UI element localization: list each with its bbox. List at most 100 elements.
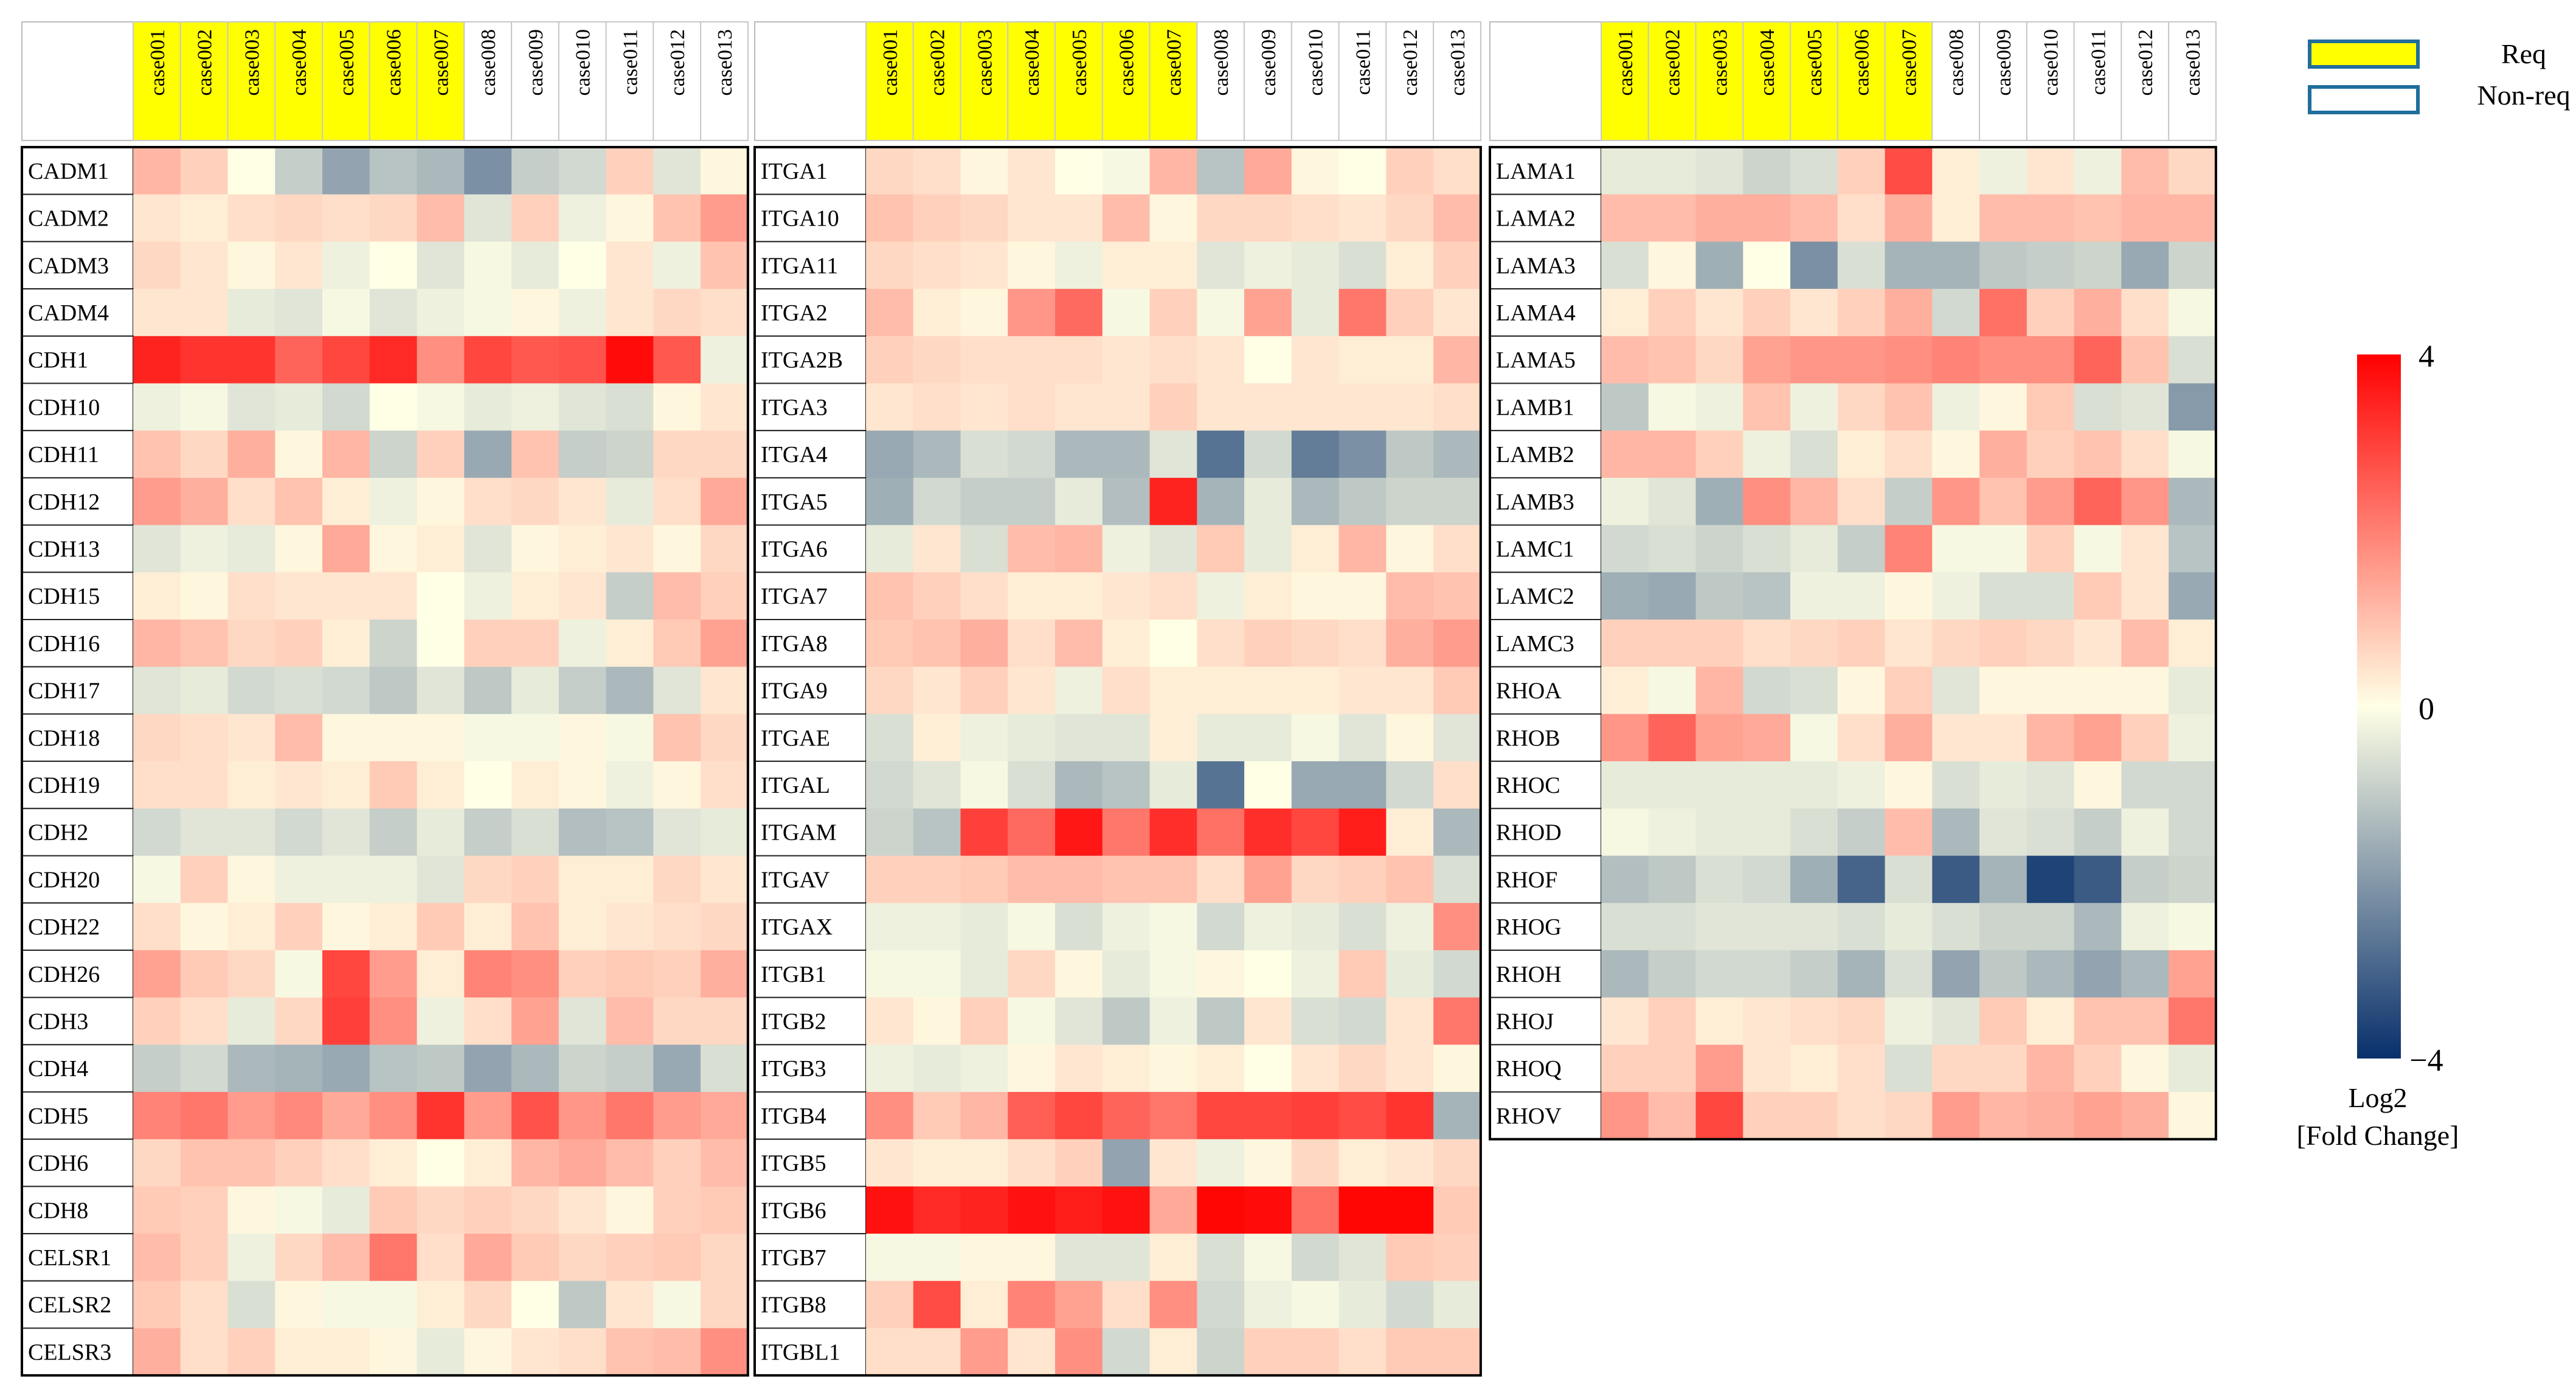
heatmap-cell-CELSR3-case001: [133, 1328, 181, 1376]
heatmap-cell-ITGB5-case003: [960, 1139, 1008, 1187]
heatmap-cell-CDH3-case001: [133, 997, 181, 1045]
heatmap-cell-ITGA5-case011: [1338, 477, 1387, 526]
heatmap-cell-LAMC1-case010: [2026, 525, 2075, 573]
heatmap-cell-ITGBL1-case012: [1386, 1328, 1434, 1376]
heatmap-cell-ITGA6-case007: [1149, 525, 1197, 573]
row-label-CDH16: CDH16: [28, 631, 100, 657]
row-label-CDH2: CDH2: [28, 820, 88, 846]
heatmap-cell-ITGAV-case001: [866, 855, 914, 903]
heatmap-cell-ITGA4-case010: [1291, 430, 1340, 478]
heatmap-cell-ITGBL1-case007: [1149, 1328, 1197, 1376]
heatmap-cell-LAMA5-case004: [1743, 336, 1791, 384]
heatmap-cell-ITGA1-case011: [1338, 147, 1387, 195]
heatmap-cell-ITGAL-case011: [1338, 761, 1387, 809]
heatmap-cell-CDH22-case010: [558, 903, 607, 951]
heatmap-cell-ITGB6-case005: [1055, 1186, 1103, 1234]
heatmap-cell-ITGB2-case006: [1102, 997, 1151, 1045]
column-header-cell: [274, 21, 324, 141]
row-label-LAMB1: LAMB1: [1496, 395, 1574, 420]
heatmap-cell-CDH15-case011: [606, 572, 654, 620]
heatmap-cell-ITGB7-case009: [1244, 1234, 1292, 1282]
heatmap-cell-ITGB3-case001: [866, 1045, 914, 1093]
heatmap-cell-CDH18-case006: [369, 714, 418, 762]
heatmap-cell-ITGA1-case002: [913, 147, 961, 195]
heatmap-cell-ITGA8-case013: [1433, 620, 1481, 668]
row-label-RHOD: RHOD: [1496, 820, 1562, 846]
heatmap-cell-ITGA6-case009: [1244, 525, 1292, 573]
row-label-CDH15: CDH15: [28, 584, 100, 609]
heatmap-cell-ITGB6-case009: [1244, 1186, 1292, 1234]
heatmap-cell-ITGB1-case001: [866, 950, 914, 998]
column-header-cell: [369, 21, 418, 141]
heatmap-cell-LAMA2-case003: [1695, 194, 1743, 242]
heatmap-cell-RHOJ-case009: [1979, 997, 2027, 1045]
row-label-CELSR3: CELSR3: [28, 1339, 111, 1365]
heatmap-cell-CDH22-case007: [417, 903, 465, 951]
heatmap-cell-CDH1-case004: [275, 336, 323, 384]
heatmap-cell-ITGA2B-case007: [1149, 336, 1197, 384]
heatmap-cell-CADM2-case003: [227, 194, 275, 242]
heatmap-cell-RHOF-case010: [2026, 855, 2075, 903]
heatmap-cell-CADM1-case010: [558, 147, 607, 195]
heatmap-cell-CDH26-case006: [369, 950, 418, 998]
heatmap-cell-ITGA7-case013: [1433, 572, 1481, 620]
heatmap-cell-LAMA1-case005: [1790, 147, 1838, 195]
heatmap-cell-RHOB-case001: [1601, 714, 1649, 762]
heatmap-cell-ITGAX-case008: [1197, 903, 1245, 951]
heatmap-cell-ITGA5-case003: [960, 477, 1008, 526]
heatmap-cell-ITGA8-case003: [960, 620, 1008, 668]
heatmap-cell-ITGB5-case010: [1291, 1139, 1340, 1187]
heatmap-cell-RHOG-case008: [1932, 903, 1980, 951]
heatmap-cell-RHOA-case012: [2121, 666, 2169, 714]
heatmap-cell-CDH13-case001: [133, 525, 181, 573]
heatmap-cell-CDH3-case002: [180, 997, 229, 1045]
heatmap-cell-CDH18-case013: [701, 714, 749, 762]
heatmap-cell-LAMC3-case013: [2169, 620, 2217, 668]
heatmap-cell-RHOC-case004: [1743, 761, 1791, 809]
heatmap-cell-CDH2-case005: [322, 808, 370, 857]
heatmap-cell-ITGA10-case013: [1433, 194, 1481, 242]
heatmap-cell-ITGAL-case006: [1102, 761, 1151, 809]
column-header-cell: [1196, 21, 1245, 141]
heatmap-cell-LAMB1-case005: [1790, 383, 1838, 431]
heatmap-cell-LAMB3-case008: [1932, 477, 1980, 526]
row-label-cell: [21, 524, 134, 573]
heatmap-cell-RHOH-case004: [1743, 950, 1791, 998]
heatmap-cell-CADM4-case009: [511, 289, 559, 337]
heatmap-cell-RHOC-case001: [1601, 761, 1649, 809]
heatmap-cell-CDH10-case007: [417, 383, 465, 431]
heatmap-cell-ITGA2B-case011: [1338, 336, 1387, 384]
heatmap-cell-RHOC-case012: [2121, 761, 2169, 809]
heatmap-cell-CDH19-case001: [133, 761, 181, 809]
heatmap-cell-CDH10-case013: [701, 383, 749, 431]
colorbar: 4 0 −4 Log2 [Fold Change]: [2296, 339, 2459, 1151]
row-label-cell: [1489, 288, 1602, 337]
heatmap-cell-RHOC-case003: [1695, 761, 1743, 809]
heatmap-cell-ITGA9-case001: [866, 666, 914, 714]
heatmap-cell-ITGB2-case003: [960, 997, 1008, 1045]
heatmap-cell-CDH17-case008: [464, 666, 512, 714]
row-label-cell: [21, 1327, 134, 1376]
heatmap-cell-CDH8-case004: [275, 1186, 323, 1234]
heatmap-cell-ITGB8-case004: [1008, 1280, 1056, 1329]
heatmap-cell-CDH26-case010: [558, 950, 607, 998]
heatmap-cell-CDH4-case005: [322, 1045, 370, 1093]
heatmap-cell-CADM4-case005: [322, 289, 370, 337]
heatmap-cell-ITGAE-case010: [1291, 714, 1340, 762]
heatmap-cell-LAMC2-case005: [1790, 572, 1838, 620]
heatmap-cell-LAMB1-case004: [1743, 383, 1791, 431]
heatmap-cell-RHOD-case002: [1648, 808, 1697, 857]
heatmap-cell-ITGB3-case010: [1291, 1045, 1340, 1093]
heatmap-panels: case001 case002 case003 case004 case005 case0…: [21, 21, 2217, 1377]
heatmap-cell-LAMB2-case011: [2074, 430, 2122, 478]
row-label-cell: [21, 477, 134, 526]
heatmap-cell-ITGA8-case006: [1102, 620, 1151, 668]
heatmap-cell-CDH11-case008: [464, 430, 512, 478]
row-label-CDH12: CDH12: [28, 489, 100, 515]
heatmap-cell-CELSR3-case004: [275, 1328, 323, 1376]
heatmap-cell-ITGA2B-case006: [1102, 336, 1151, 384]
heatmap-cell-CADM1-case007: [417, 147, 465, 195]
heatmap-cell-CDH17-case013: [701, 666, 749, 714]
heatmap-cell-ITGB8-case011: [1338, 1280, 1387, 1329]
heatmap-cell-RHOA-case007: [1885, 666, 1933, 714]
